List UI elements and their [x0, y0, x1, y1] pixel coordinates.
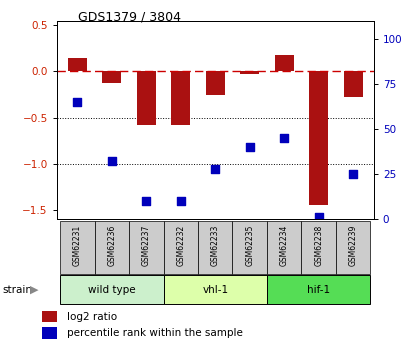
Point: [281, 135, 288, 141]
Bar: [275, 55, 294, 71]
Point: [315, 215, 322, 220]
Bar: [42, 311, 58, 322]
Text: GDS1379 / 3804: GDS1379 / 3804: [78, 10, 181, 23]
Bar: [68, 58, 87, 71]
Bar: [171, 71, 190, 125]
Bar: [302, 221, 336, 274]
Point: [350, 171, 357, 177]
Text: GSM62231: GSM62231: [73, 225, 82, 266]
Bar: [94, 221, 129, 274]
Bar: [137, 71, 156, 125]
Bar: [206, 71, 225, 95]
Text: GSM62239: GSM62239: [349, 225, 357, 266]
Text: wild type: wild type: [88, 285, 136, 295]
Bar: [102, 71, 121, 82]
Point: [143, 198, 150, 204]
Point: [108, 159, 115, 164]
Bar: [233, 221, 267, 274]
Bar: [42, 327, 58, 339]
Bar: [336, 221, 370, 274]
Bar: [267, 275, 370, 304]
Text: GSM62237: GSM62237: [142, 225, 151, 266]
Text: hif-1: hif-1: [307, 285, 330, 295]
Bar: [129, 221, 163, 274]
Text: GSM62236: GSM62236: [108, 225, 116, 266]
Bar: [163, 221, 198, 274]
Bar: [60, 221, 94, 274]
Text: log2 ratio: log2 ratio: [68, 312, 118, 322]
Bar: [60, 275, 163, 304]
Point: [247, 144, 253, 150]
Bar: [240, 71, 259, 74]
Text: GSM62232: GSM62232: [176, 225, 185, 266]
Bar: [344, 71, 362, 97]
Text: strain: strain: [2, 285, 32, 295]
Bar: [267, 221, 302, 274]
Bar: [309, 71, 328, 205]
Text: vhl-1: vhl-1: [202, 285, 228, 295]
Bar: [198, 221, 233, 274]
Text: percentile rank within the sample: percentile rank within the sample: [68, 328, 243, 338]
Text: ▶: ▶: [30, 285, 39, 295]
Text: GSM62238: GSM62238: [314, 225, 323, 266]
Text: GSM62235: GSM62235: [245, 225, 254, 266]
Text: GSM62234: GSM62234: [280, 225, 289, 266]
Point: [74, 99, 81, 105]
Point: [177, 198, 184, 204]
Bar: [163, 275, 267, 304]
Text: GSM62233: GSM62233: [211, 225, 220, 266]
Point: [212, 166, 219, 171]
